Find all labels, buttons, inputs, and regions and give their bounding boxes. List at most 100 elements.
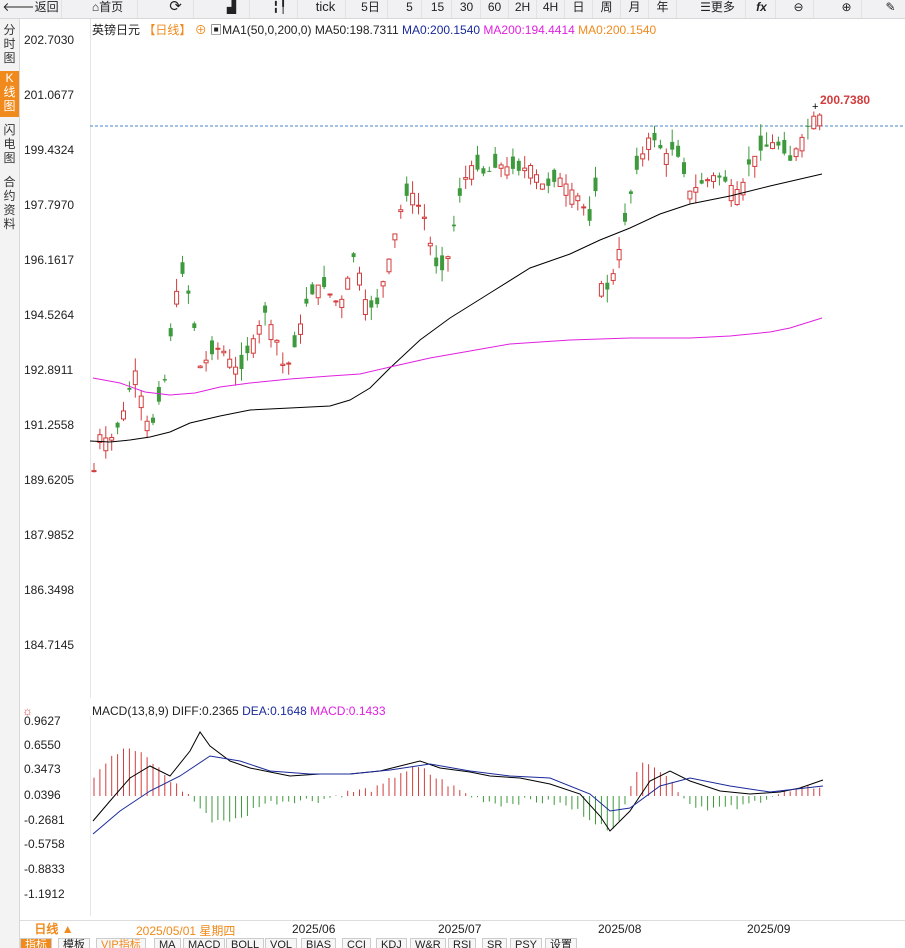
- price-chart[interactable]: 200.7380 +: [90, 18, 905, 698]
- side-tab-kline[interactable]: K线图: [0, 71, 19, 117]
- high-marker-icon: +: [812, 101, 818, 113]
- candle-body: [616, 248, 622, 261]
- tab-kdj[interactable]: KDJ: [376, 938, 407, 948]
- candle-body: [286, 362, 292, 365]
- tab-wr[interactable]: W&R: [410, 938, 446, 948]
- menu-icon: ☰: [700, 0, 711, 14]
- settings-icon[interactable]: ⊕: [194, 23, 207, 37]
- macd-tick: 0.0396: [24, 788, 61, 802]
- candle-body: [416, 204, 421, 207]
- macd-title: MACD(13,8,9): [92, 704, 169, 718]
- candle-body: [481, 168, 486, 174]
- candle-body: [682, 162, 686, 174]
- candle-body: [469, 165, 475, 180]
- period-30min-button[interactable]: 30: [453, 0, 481, 18]
- price-tick: 187.9852: [24, 528, 75, 542]
- period-5day-button[interactable]: 5日: [354, 0, 388, 18]
- period-month-button[interactable]: 月: [621, 0, 649, 18]
- candle-body: [670, 141, 675, 150]
- price-tick: 202.7030: [24, 33, 75, 47]
- refresh-icon[interactable]: ⟳: [158, 0, 194, 18]
- candle-body: [764, 144, 769, 147]
- tab-bias[interactable]: BIAS: [301, 938, 337, 948]
- candle-body: [746, 159, 751, 165]
- macd-diff: DIFF:0.2365: [172, 704, 239, 718]
- candle-body: [575, 195, 581, 202]
- tick-button[interactable]: tick: [306, 0, 346, 18]
- draw-pen-icon[interactable]: ✎: [885, 0, 896, 14]
- side-tab-flash[interactable]: 闪电图: [3, 123, 16, 165]
- macd-tick: 0.6550: [24, 738, 61, 752]
- tab-macd[interactable]: MACD: [183, 938, 226, 948]
- candle-body: [274, 339, 280, 343]
- candlestick-icon[interactable]: ╏╿: [262, 0, 298, 18]
- home-icon: ⌂: [91, 0, 100, 14]
- chart-type-icon[interactable]: ▟: [214, 0, 250, 18]
- candle-body: [91, 470, 97, 473]
- tab-indicators[interactable]: 指标: [20, 938, 52, 948]
- candle-body: [292, 335, 297, 348]
- more-button[interactable]: ☰更多: [690, 0, 746, 18]
- candle-body: [805, 125, 810, 127]
- candle-body: [210, 340, 214, 355]
- period-year-button[interactable]: 年: [649, 0, 677, 18]
- candle-body: [463, 177, 469, 180]
- period-4h-button[interactable]: 4H: [537, 0, 565, 18]
- candle-body: [652, 132, 657, 141]
- candle-body: [758, 135, 763, 151]
- candle-body: [315, 284, 321, 299]
- tab-vol[interactable]: VOL: [265, 938, 298, 948]
- period-5min-button[interactable]: 5: [398, 0, 422, 18]
- cursor-date: 2025/05/01 星期四: [136, 924, 236, 938]
- candle-body: [434, 257, 439, 267]
- top-toolbar: 🡐返回 ⌂首页 ⟳ ▟ ╏╿ tick 5日 5 15 30 60 2H 4H …: [0, 0, 905, 19]
- candle-body: [386, 258, 392, 273]
- candle-body: [628, 191, 633, 194]
- zoom-in-icon[interactable]: ⊕: [832, 0, 862, 18]
- tab-boll[interactable]: BOLL: [226, 938, 265, 948]
- candle-body: [398, 209, 404, 213]
- macd-chart[interactable]: [90, 716, 905, 916]
- sun-icon[interactable]: ☼: [22, 704, 33, 718]
- period-day-button[interactable]: 日: [565, 0, 593, 18]
- candle-body: [522, 167, 528, 172]
- tab-rsi[interactable]: RSI: [448, 938, 477, 948]
- price-tick: 192.8911: [24, 363, 74, 377]
- month-label: 2025/07: [438, 922, 482, 936]
- candle-body: [475, 154, 480, 170]
- ma50-value: MA50:198.7311: [314, 23, 399, 37]
- home-button[interactable]: ⌂首页: [78, 0, 138, 18]
- side-tab-timeshare[interactable]: 分时图: [3, 23, 16, 65]
- period-2h-button[interactable]: 2H: [509, 0, 537, 18]
- candle-body: [345, 277, 351, 290]
- candle-body: [180, 262, 185, 274]
- macd-bars-group: [93, 748, 821, 831]
- tab-cci[interactable]: CCI: [342, 938, 371, 948]
- side-tab-contract-info[interactable]: 合约资料: [3, 175, 16, 231]
- tab-psy[interactable]: PSY: [510, 938, 543, 948]
- zoom-out-icon[interactable]: ⊖: [784, 0, 814, 18]
- candle-body: [705, 179, 711, 182]
- tab-template[interactable]: 模板: [58, 938, 90, 948]
- candle-body: [132, 370, 138, 386]
- candle-body: [168, 328, 173, 337]
- period-week-button[interactable]: 周: [593, 0, 621, 18]
- candle-body: [304, 298, 309, 304]
- indicator-icon[interactable]: ▣: [210, 23, 223, 37]
- candle-body: [327, 293, 333, 296]
- tab-settings[interactable]: 设置: [545, 938, 577, 948]
- price-tick: 194.5264: [24, 308, 75, 322]
- tab-ma[interactable]: MA: [154, 938, 181, 948]
- period-label[interactable]: 【日线】: [143, 23, 192, 37]
- candle-body: [699, 180, 704, 184]
- tab-vip-indicators[interactable]: VIP指标: [96, 938, 146, 948]
- back-button[interactable]: 🡐返回: [0, 0, 62, 18]
- indicator-tab-bar: 指标 模板 VIP指标 MA MACD BOLL VOL BIAS CCI KD…: [20, 938, 905, 948]
- period-60min-button[interactable]: 60: [481, 0, 509, 18]
- candle-body: [546, 178, 551, 186]
- formula-button[interactable]: fx: [748, 0, 776, 18]
- period-15min-button[interactable]: 15: [424, 0, 452, 18]
- candle-body: [268, 324, 274, 341]
- tab-sr[interactable]: SR: [482, 938, 508, 948]
- period-selector-button[interactable]: 日线 ▲: [20, 921, 88, 938]
